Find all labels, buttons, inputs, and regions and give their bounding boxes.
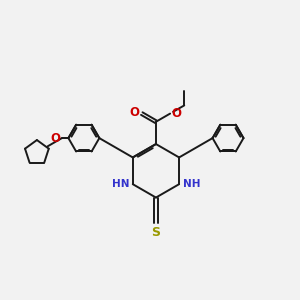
Text: O: O [172, 107, 182, 120]
Text: NH: NH [183, 179, 200, 189]
Text: O: O [129, 106, 140, 118]
Text: S: S [152, 226, 160, 239]
Text: HN: HN [112, 179, 129, 189]
Text: O: O [50, 132, 60, 145]
